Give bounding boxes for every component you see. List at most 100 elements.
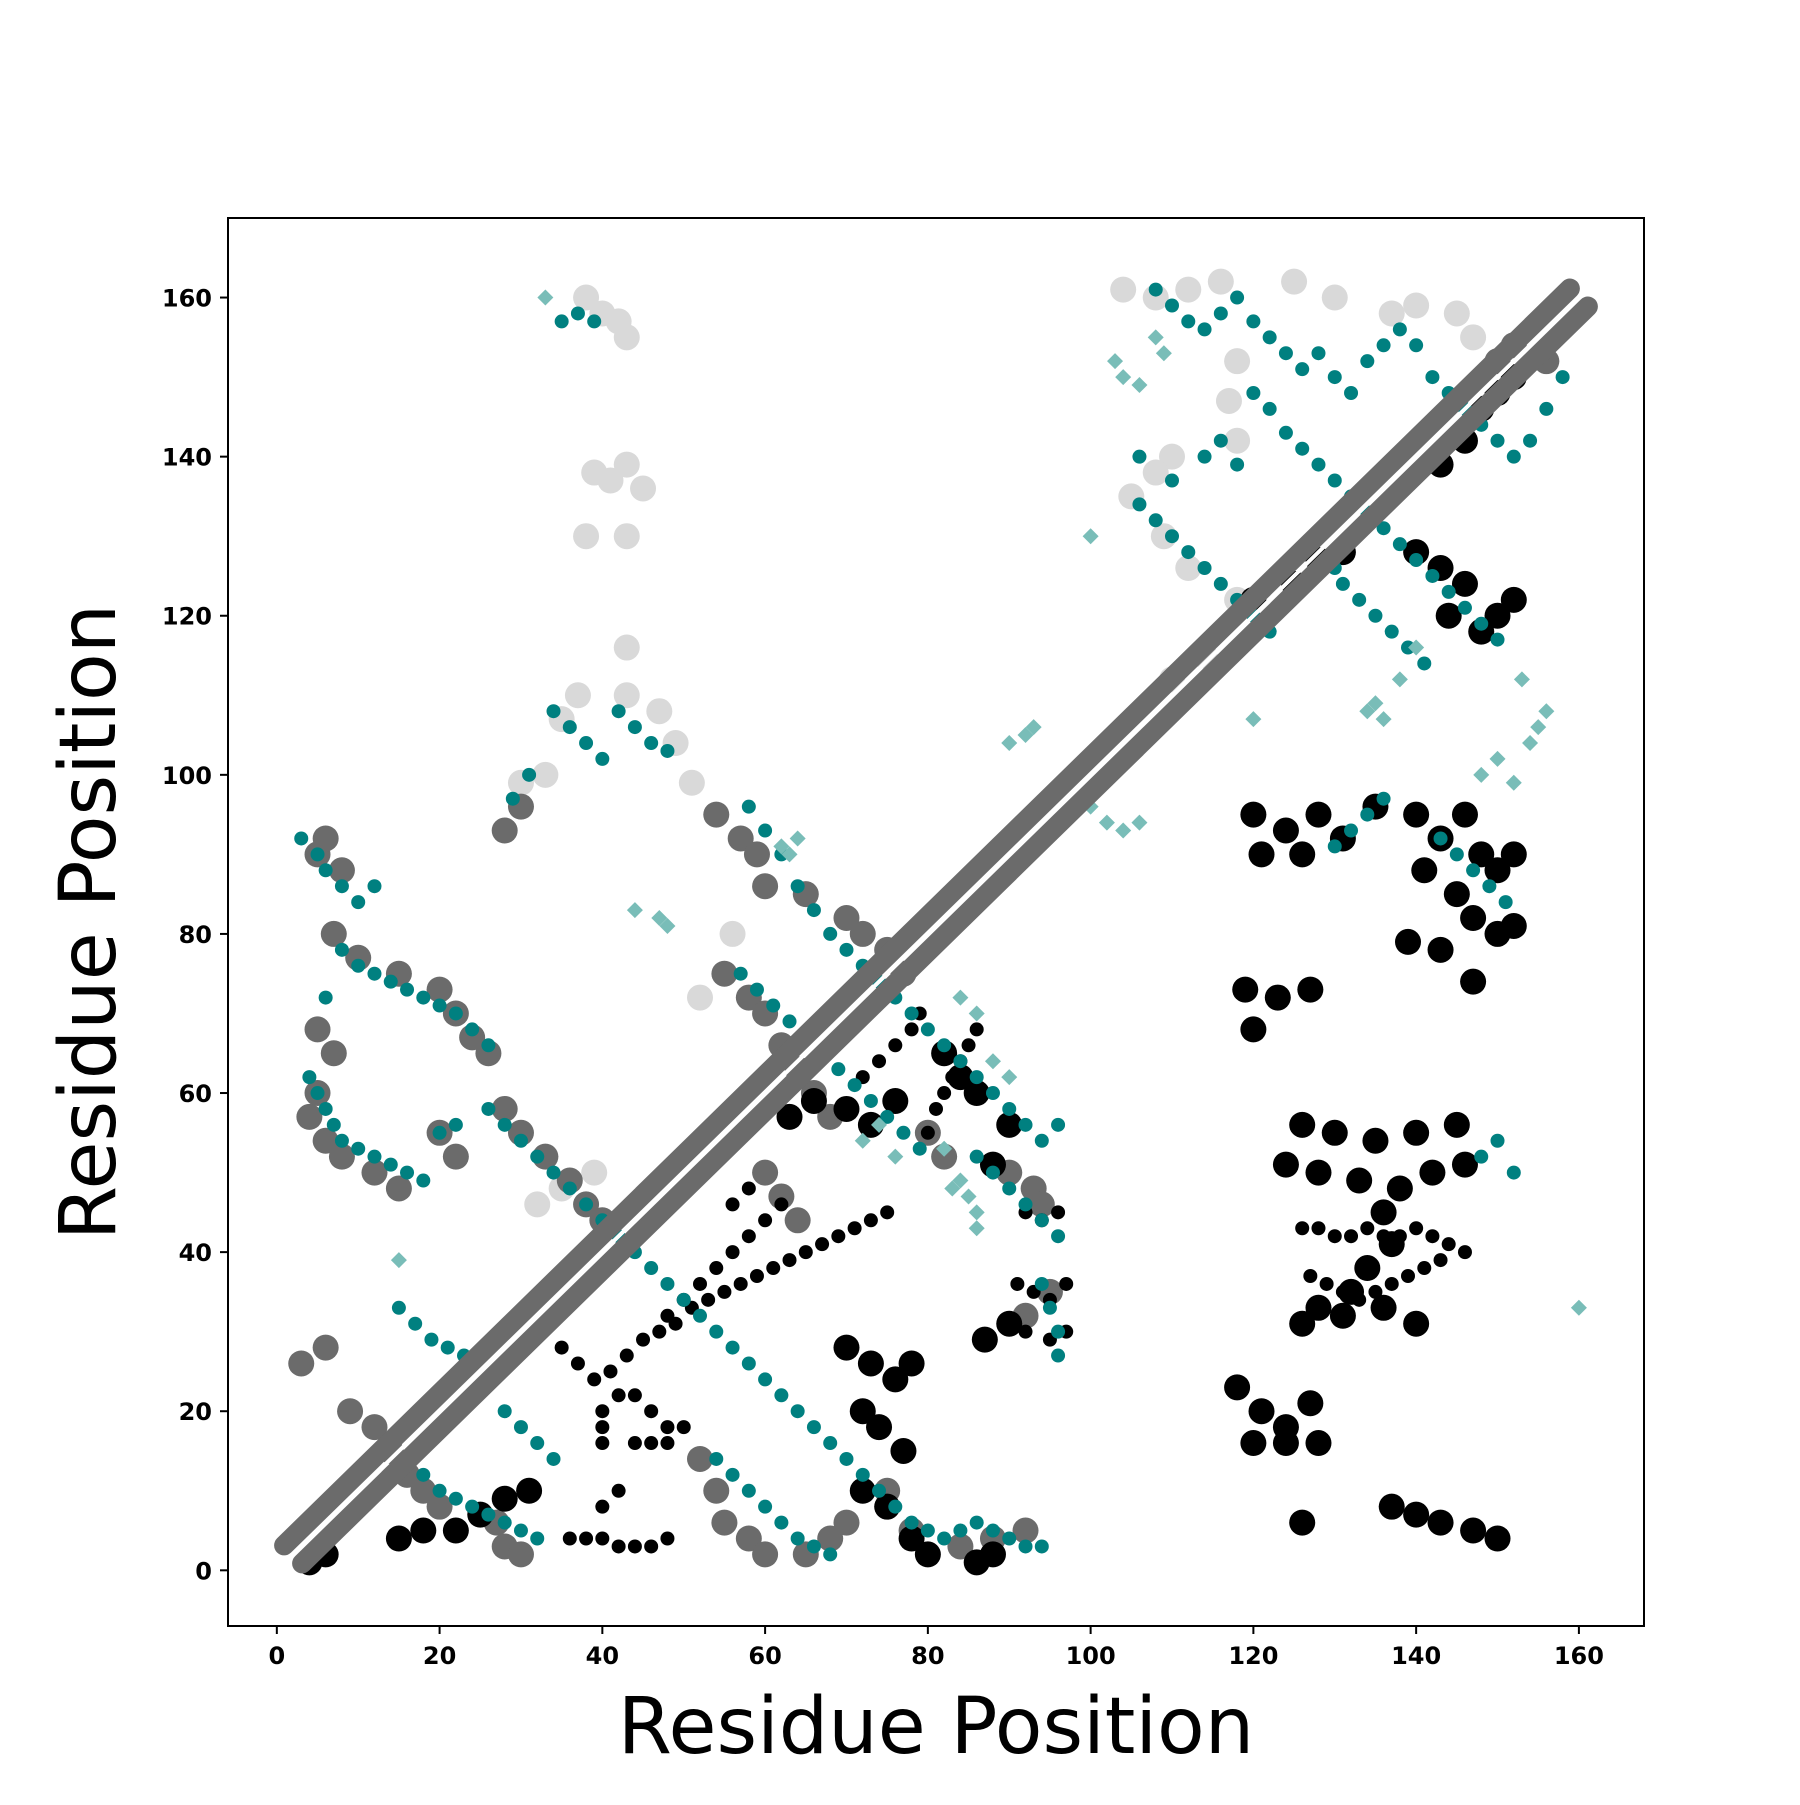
data-point [1392,537,1407,552]
data-point [1262,330,1277,345]
data-point [1159,443,1185,470]
data-point [1401,1268,1415,1283]
data-point [579,736,594,751]
y-tick-label: 0 [195,1557,212,1585]
data-point [1513,671,1530,688]
data-point [863,1093,878,1108]
data-point [1272,1151,1299,1178]
data-point [1484,602,1511,629]
data-point [1002,1101,1017,1116]
data-point [823,1436,838,1451]
data-point [1403,801,1430,828]
data-point [882,1366,909,1393]
data-point [1376,338,1391,353]
data-point [1034,1539,1049,1554]
data-point [1289,1310,1316,1337]
data-point [294,831,309,846]
data-point [554,314,569,329]
data-point [611,704,626,719]
x-tick-label: 20 [423,1642,456,1670]
data-point [351,895,366,910]
data-point [703,1477,730,1504]
data-point [1344,386,1359,401]
data-point [1305,1294,1332,1321]
data-point [432,1483,447,1498]
data-point [573,284,600,311]
data-point [1018,1117,1033,1132]
data-point [952,1172,969,1189]
data-point [1362,1127,1389,1154]
data-point [1215,387,1242,414]
data-point [1505,774,1522,791]
data-point [709,1451,724,1466]
data-point [1272,1430,1299,1457]
plot-frame [227,217,1645,1627]
data-point [1370,1294,1397,1321]
data-point [733,1276,748,1291]
data-point [1278,425,1293,440]
data-point [1329,1302,1356,1329]
data-point [1240,801,1267,828]
data-point [947,1533,974,1560]
data-point [969,1515,984,1530]
data-point [595,1436,610,1451]
data-point [1165,298,1179,313]
data-point [1409,553,1424,568]
data-point [1051,1229,1066,1244]
data-point [627,1436,642,1451]
data-point [351,1141,366,1156]
data-point [1484,857,1511,884]
data-point [1305,1159,1332,1186]
data-point [1240,1430,1267,1457]
diagonal-line [291,295,1581,1557]
data-point [522,767,537,782]
data-point [1025,719,1042,736]
data-point [833,905,860,932]
data-point [1289,841,1316,868]
data-point [1506,1165,1521,1180]
data-point [1207,268,1234,295]
data-point [440,1340,455,1355]
data-point [1433,831,1448,846]
data-point [773,838,790,855]
data-point [361,1159,388,1186]
data-point [741,799,756,814]
y-tick-label: 80 [179,921,212,949]
x-tick-label: 120 [1228,1642,1278,1670]
data-point [1435,602,1462,629]
data-point [1132,449,1147,464]
data-point [562,1181,577,1196]
data-point [644,1261,659,1276]
data-point [758,1499,773,1514]
data-point [1408,639,1425,656]
data-point [866,1414,893,1441]
data-point [752,1541,779,1568]
data-point [651,910,668,927]
data-point [1460,1517,1487,1544]
data-point [1311,346,1326,361]
data-point [1297,976,1324,1003]
data-point [1354,1255,1381,1282]
data-point [1327,473,1342,488]
data-point [1451,801,1478,828]
data-point [1001,1069,1018,1086]
data-point [611,1388,626,1403]
data-point [304,1016,331,1043]
x-tick-label: 80 [911,1642,944,1670]
data-point [328,1143,355,1170]
data-point [570,1356,585,1371]
data-point [1419,1159,1446,1186]
data-point [1175,276,1202,303]
data-point [1433,1253,1448,1268]
data-point [849,920,876,947]
data-point [717,1284,732,1299]
data-point [1327,839,1342,854]
data-point [659,917,676,934]
data-point [1490,433,1505,448]
data-point [693,1308,707,1323]
data-point [1230,457,1245,472]
data-point [1411,857,1438,884]
data-point [491,817,518,844]
data-point [546,704,561,719]
data-point [709,1324,724,1339]
